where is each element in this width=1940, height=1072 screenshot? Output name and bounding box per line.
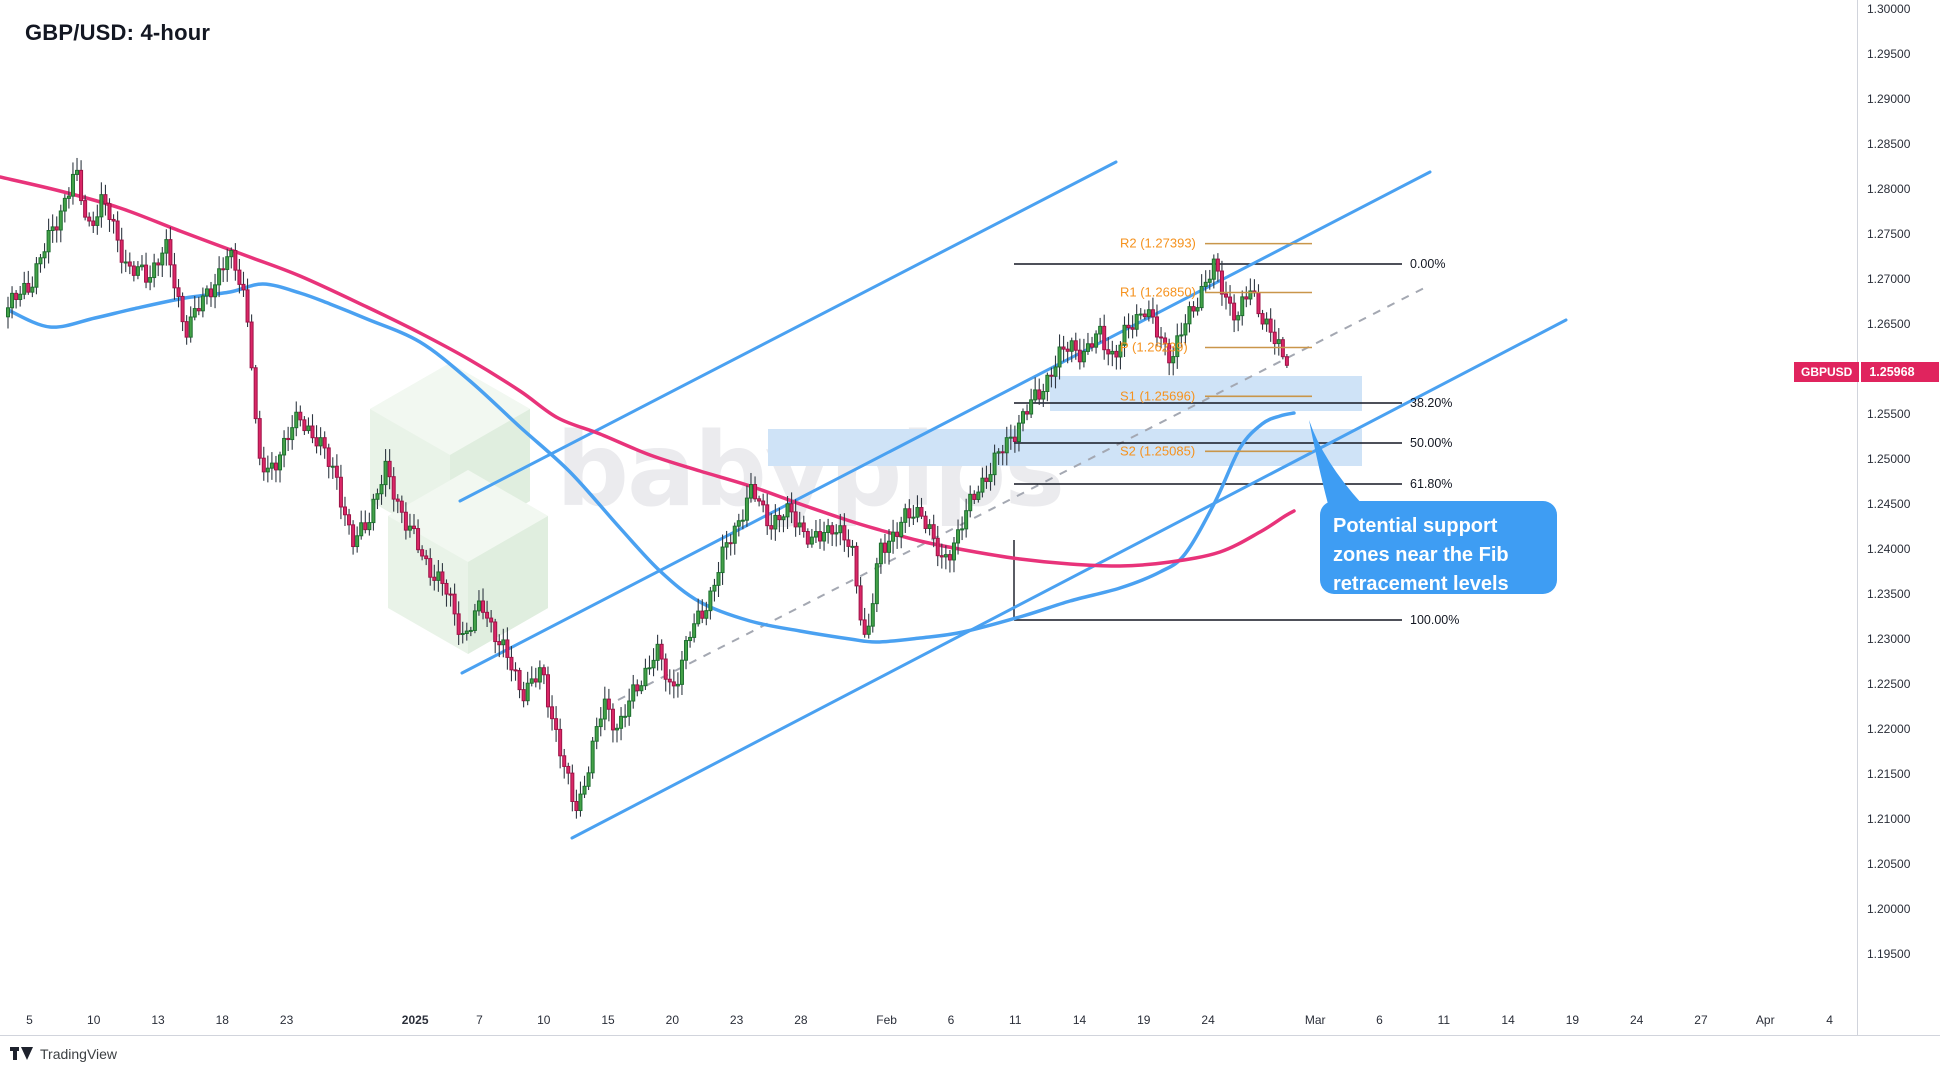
time-tick-label: 14 <box>1072 1013 1087 1027</box>
candlesticks <box>6 157 1289 819</box>
price-tick-label: 1.27500 <box>1867 227 1911 241</box>
price-tick-label: 1.26500 <box>1867 317 1911 331</box>
price-tick-label: 1.27000 <box>1867 272 1911 286</box>
callout-box <box>1320 501 1557 594</box>
pivot-label: S2 (1.25085) <box>1120 443 1195 458</box>
time-tick-label: 4 <box>1826 1013 1833 1027</box>
ma-pink <box>0 175 1296 568</box>
time-tick-label: 23 <box>729 1013 744 1027</box>
time-tick-label: 27 <box>1694 1013 1708 1027</box>
price-tick-label: 1.29500 <box>1867 47 1911 61</box>
price-tick-label: 1.23500 <box>1867 587 1911 601</box>
time-tick-label: 10 <box>87 1013 101 1027</box>
time-tick-label: 2025 <box>401 1013 429 1027</box>
channel-trendlines[interactable] <box>458 160 1568 840</box>
fib-level-label: 61.80% <box>1410 477 1452 491</box>
time-tick-label: 14 <box>1501 1013 1515 1027</box>
channel-line-upper <box>458 160 1118 503</box>
time-tick-label: 11 <box>1008 1013 1022 1027</box>
time-tick-label: 6 <box>947 1013 955 1027</box>
time-tick-label: 23 <box>279 1013 294 1027</box>
last-price-value: 1.25968 <box>1861 362 1940 382</box>
dashed-trendline[interactable] <box>617 284 1431 701</box>
time-tick-label: 28 <box>794 1013 808 1027</box>
fib-level-label: 50.00% <box>1410 436 1452 450</box>
time-tick-label: 19 <box>1565 1013 1580 1027</box>
time-tick-label: Feb <box>876 1013 897 1027</box>
support-zone[interactable] <box>1050 376 1362 411</box>
pivot-label: R2 (1.27393) <box>1120 236 1196 251</box>
chart-plot-area[interactable]: babypips R2 (1.27393)R1 (1.26850)P (1.26… <box>0 0 1857 1035</box>
babypips-logo-hexagons <box>370 363 548 654</box>
tradingview-logo-text: TradingView <box>40 1046 118 1062</box>
time-tick-label: 13 <box>151 1013 165 1027</box>
price-tick-label: 1.30000 <box>1867 2 1911 16</box>
callout-text-line: zones near the Fib <box>1333 544 1509 566</box>
time-tick-label: 24 <box>1201 1013 1215 1027</box>
pivot-label: R1 (1.26850) <box>1120 285 1196 300</box>
price-tick-label: 1.29000 <box>1867 92 1911 106</box>
fib-retracement-lines[interactable] <box>1013 263 1402 621</box>
support-zone[interactable] <box>768 429 1362 466</box>
time-tick-label: 6 <box>1376 1013 1383 1027</box>
price-tick-label: 1.20500 <box>1867 857 1911 871</box>
price-tick-label: 1.19500 <box>1867 947 1911 961</box>
price-tick-label: 1.25500 <box>1867 407 1911 421</box>
page-title: GBP/USD: 4-hour <box>25 20 211 45</box>
fib-retracement-labels: 0.00% 38.20% 50.00% 61.80% 100.00% <box>1410 257 1459 627</box>
time-tick-label: 18 <box>215 1013 229 1027</box>
axis-separator-line <box>0 1035 1940 1036</box>
price-tick-label: 1.28500 <box>1867 137 1911 151</box>
last-price-badge: GBPUSD 1.25968 <box>1794 362 1940 382</box>
fib-level-label: 38.20% <box>1410 396 1452 410</box>
price-tick-label: 1.21000 <box>1867 812 1911 826</box>
time-tick-label: 24 <box>1629 1013 1644 1027</box>
price-tick-label: 1.24500 <box>1867 497 1911 511</box>
time-tick-label: 5 <box>26 1013 33 1027</box>
price-tick-label: 1.24000 <box>1867 542 1911 556</box>
time-tick-label: 20 <box>665 1013 680 1027</box>
tradingview-logo-icon <box>10 1046 33 1060</box>
pivot-label: P (1.26239) <box>1120 339 1188 354</box>
price-tick-label: 1.22500 <box>1867 677 1911 691</box>
tradingview-logo[interactable]: TradingView <box>10 1046 117 1062</box>
pivot-label: S1 (1.25696) <box>1120 388 1195 403</box>
price-tick-label: 1.22000 <box>1867 722 1911 736</box>
callout-text-line: retracement levels <box>1333 573 1509 595</box>
time-tick-label: 15 <box>601 1013 615 1027</box>
price-axis[interactable]: 1.30000 1.29500 1.29000 1.28500 1.28000 1.275… <box>1857 0 1940 1035</box>
price-tick-label: 1.21500 <box>1867 767 1911 781</box>
annotation-callout[interactable]: Potential support zones near the Fib retra… <box>1309 420 1557 595</box>
price-tick-label: 1.20000 <box>1867 902 1911 916</box>
badge-divider <box>1859 362 1862 382</box>
last-price-symbol: GBPUSD <box>1794 362 1860 382</box>
time-tick-label: 10 <box>537 1013 551 1027</box>
channel-line-lower <box>570 318 1568 840</box>
price-tick-label: 1.23000 <box>1867 632 1911 646</box>
price-tick-label: 1.28000 <box>1867 182 1911 196</box>
time-tick-label: Mar <box>1304 1013 1326 1027</box>
time-tick-label: Apr <box>1755 1013 1775 1027</box>
callout-text-line: Potential support <box>1333 515 1498 537</box>
time-tick-label: 11 <box>1437 1013 1451 1027</box>
footer-bar: TradingView <box>0 1036 1940 1072</box>
time-tick-label: 7 <box>476 1013 483 1027</box>
fib-level-label: 100.00% <box>1410 613 1459 627</box>
channel-line-middle <box>460 170 1432 675</box>
fib-level-label: 0.00% <box>1410 257 1445 271</box>
price-tick-label: 1.25000 <box>1867 452 1911 466</box>
time-tick-label: 19 <box>1137 1013 1151 1027</box>
pivot-point-levels: R2 (1.27393) R1 (1.26850) P (1.26239) S1 (1… <box>1120 236 1312 458</box>
support-zones <box>768 376 1362 466</box>
time-axis[interactable]: 5 10 13 18 23 2025 7 10 15 20 23 28 Feb 6 11 14 19 24 Mar 6… <box>0 1008 1857 1035</box>
